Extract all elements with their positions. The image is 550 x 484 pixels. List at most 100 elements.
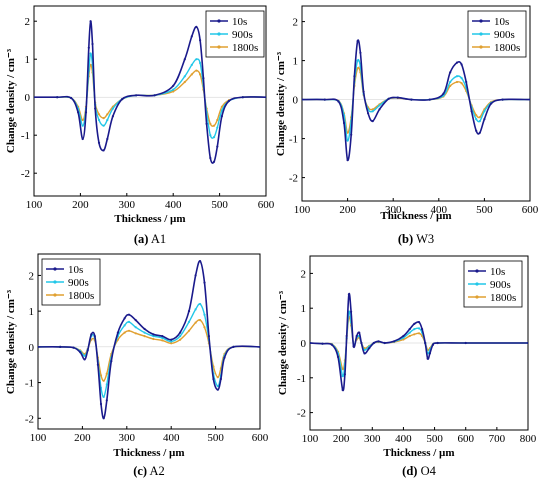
y-axis-label-d: Change density / cm⁻³ bbox=[277, 290, 289, 395]
legend-marker-b-1 bbox=[479, 32, 483, 36]
x-tick-label-d-4: 500 bbox=[426, 433, 443, 445]
legend-marker-a-1 bbox=[217, 32, 221, 36]
point-c-10s-8 bbox=[96, 363, 99, 366]
y-tick-label-d-1: -1 bbox=[297, 373, 306, 385]
point-a-900s-26 bbox=[216, 126, 219, 129]
point-a-10s-10 bbox=[97, 141, 101, 144]
y-tick-label-c-2: 0 bbox=[29, 342, 35, 354]
point-a-1800s-20 bbox=[195, 69, 198, 72]
point-c-10s-25 bbox=[203, 281, 206, 284]
point-a-10s-17 bbox=[172, 84, 175, 87]
point-c-1800s-9 bbox=[99, 374, 103, 377]
x-tick-label-c-2: 300 bbox=[119, 432, 136, 444]
point-c-1800s-21 bbox=[179, 338, 182, 341]
point-c-10s-10 bbox=[102, 417, 105, 420]
point-b-1800s-19 bbox=[455, 80, 459, 84]
caption-name-c: A2 bbox=[150, 464, 165, 478]
point-a-10s-7 bbox=[89, 20, 92, 23]
point-a-900s-19 bbox=[190, 63, 193, 66]
legend-label-c-2: 1800s bbox=[68, 290, 94, 302]
point-c-900s-25 bbox=[203, 313, 206, 316]
point-b-10s-21 bbox=[465, 80, 468, 84]
point-c-10s-23 bbox=[194, 274, 197, 277]
point-c-900s-15 bbox=[127, 320, 131, 323]
point-a-900s-4 bbox=[81, 124, 84, 127]
series-d-10s bbox=[310, 292, 528, 392]
point-c-10s-2 bbox=[72, 346, 75, 349]
y-tick-label-a-1: -1 bbox=[21, 130, 30, 142]
y-axis-label-b: Change density / cm⁻³ bbox=[275, 51, 287, 156]
point-d-1800s-21 bbox=[413, 333, 416, 336]
point-d-10s-14 bbox=[368, 347, 371, 350]
legend-label-b-1: 900s bbox=[494, 29, 515, 41]
point-a-900s-18 bbox=[183, 75, 186, 78]
point-a-10s-1 bbox=[56, 96, 59, 99]
legend-marker-c-2 bbox=[53, 293, 57, 297]
legend-label-c-0: 10s bbox=[68, 264, 83, 276]
point-a-1800s-10 bbox=[97, 113, 101, 116]
point-a-10s-20 bbox=[195, 25, 198, 28]
point-b-1800s-23 bbox=[475, 114, 478, 117]
point-d-10s-17 bbox=[383, 341, 386, 345]
point-a-10s-25 bbox=[212, 160, 216, 163]
point-c-10s-9 bbox=[99, 402, 103, 406]
legend-marker-b-0 bbox=[479, 19, 483, 23]
point-c-900s-20 bbox=[170, 340, 173, 343]
point-a-1800s-21 bbox=[199, 73, 202, 76]
legend-label-b-0: 10s bbox=[494, 16, 509, 28]
point-b-10s-24 bbox=[478, 131, 481, 134]
point-d-10s-9 bbox=[352, 345, 355, 348]
point-a-1800s-17 bbox=[172, 90, 175, 93]
point-c-10s-32 bbox=[258, 345, 260, 348]
point-d-10s-30 bbox=[526, 341, 528, 345]
point-b-1800s-24 bbox=[478, 116, 481, 119]
point-c-1800s-22 bbox=[187, 329, 191, 332]
point-d-10s-28 bbox=[436, 341, 439, 345]
point-b-10s-10 bbox=[367, 112, 370, 115]
x-tick-label-d-3: 400 bbox=[395, 433, 412, 445]
point-c-10s-3 bbox=[79, 351, 82, 354]
plot-frame-c bbox=[37, 253, 261, 430]
point-a-10s-18 bbox=[183, 58, 186, 61]
point-a-10s-6 bbox=[87, 46, 90, 49]
x-tick-label-a-5: 600 bbox=[258, 199, 275, 211]
point-c-10s-17 bbox=[143, 327, 146, 331]
series-a-10s bbox=[34, 20, 266, 164]
point-c-10s-20 bbox=[170, 338, 173, 341]
point-d-10s-6 bbox=[345, 334, 348, 338]
plot-frame-a bbox=[33, 5, 267, 197]
x-tick-label-d-1: 200 bbox=[333, 433, 350, 445]
point-c-10s-0 bbox=[38, 345, 40, 348]
point-a-10s-5 bbox=[84, 111, 88, 114]
point-a-10s-16 bbox=[153, 94, 156, 97]
point-c-900s-24 bbox=[199, 302, 202, 306]
y-tick-label-c-4: 2 bbox=[29, 270, 35, 282]
point-b-1800s-4 bbox=[346, 131, 349, 134]
x-tick-label-a-3: 400 bbox=[165, 199, 182, 211]
point-d-10s-5 bbox=[343, 373, 346, 376]
point-a-900s-13 bbox=[111, 107, 114, 110]
point-c-10s-11 bbox=[105, 399, 108, 402]
point-c-1800s-24 bbox=[199, 319, 202, 322]
point-c-1800s-19 bbox=[161, 339, 164, 342]
caption-name-d: O4 bbox=[421, 464, 437, 478]
point-a-10s-3 bbox=[77, 111, 80, 114]
y-axis-label-a: Change density / cm⁻³ bbox=[5, 48, 17, 153]
point-a-10s-30 bbox=[264, 96, 266, 99]
point-c-1800s-28 bbox=[216, 376, 219, 379]
legend-marker-a-0 bbox=[217, 19, 221, 23]
point-b-1800s-18 bbox=[449, 84, 452, 87]
x-tick-label-c-5: 600 bbox=[252, 432, 269, 444]
point-b-10s-8 bbox=[359, 51, 362, 54]
x-tick-label-b-3: 400 bbox=[431, 204, 448, 216]
point-d-1800s-19 bbox=[402, 338, 405, 341]
x-tick-label-b-4: 500 bbox=[476, 204, 493, 216]
point-b-900s-4 bbox=[346, 139, 349, 142]
point-c-900s-18 bbox=[152, 335, 155, 338]
point-c-900s-10 bbox=[102, 395, 105, 398]
point-a-1800s-11 bbox=[102, 117, 105, 120]
